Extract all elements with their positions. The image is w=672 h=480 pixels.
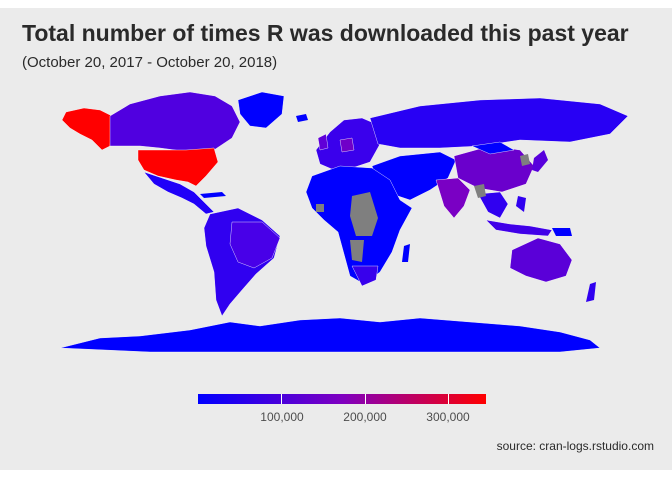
- region-mongolia: [471, 141, 515, 155]
- region-africa-no-data-2: [350, 240, 364, 262]
- region-canada: [109, 91, 241, 153]
- region-uk: [317, 133, 329, 151]
- region-new-zealand: [586, 282, 596, 302]
- region-australia: [509, 237, 573, 283]
- legend-tick: [281, 394, 282, 404]
- region-antarctica: [59, 317, 601, 353]
- region-brazil: [229, 221, 281, 269]
- legend-label-200000: 200,000: [343, 410, 387, 424]
- region-africa-no-data-1: [350, 192, 378, 236]
- region-south-africa: [351, 265, 379, 287]
- region-southeast-asia: [477, 191, 509, 219]
- region-korea-japan: [520, 154, 530, 166]
- region-greenland: [237, 91, 285, 129]
- region-caribbean: [200, 192, 226, 198]
- legend-tick: [365, 394, 366, 404]
- region-alaska: [61, 107, 113, 151]
- region-germany: [339, 137, 355, 153]
- region-mexico-central-america: [143, 171, 215, 215]
- legend-label-300000: 300,000: [426, 410, 470, 424]
- region-madagascar: [402, 244, 410, 262]
- region-japan: [532, 150, 548, 172]
- region-india: [435, 177, 471, 219]
- region-russia: [369, 97, 629, 149]
- legend-label-100000: 100,000: [260, 410, 304, 424]
- plot-panel: [0, 8, 672, 470]
- legend-colorbar: [198, 394, 486, 404]
- region-papua-new-guinea: [552, 228, 572, 236]
- region-iceland: [296, 114, 308, 122]
- legend-tick: [448, 394, 449, 404]
- region-usa: [137, 147, 219, 187]
- map-subtitle: (October 20, 2017 - October 20, 2018): [22, 54, 278, 71]
- source-caption: source: cran-logs.rstudio.com: [496, 439, 654, 453]
- region-africa-no-data-3: [316, 204, 324, 212]
- region-indonesia: [485, 219, 553, 237]
- region-myanmar: [474, 184, 486, 198]
- region-philippines: [516, 196, 526, 212]
- map-title: Total number of times R was downloaded t…: [22, 20, 629, 46]
